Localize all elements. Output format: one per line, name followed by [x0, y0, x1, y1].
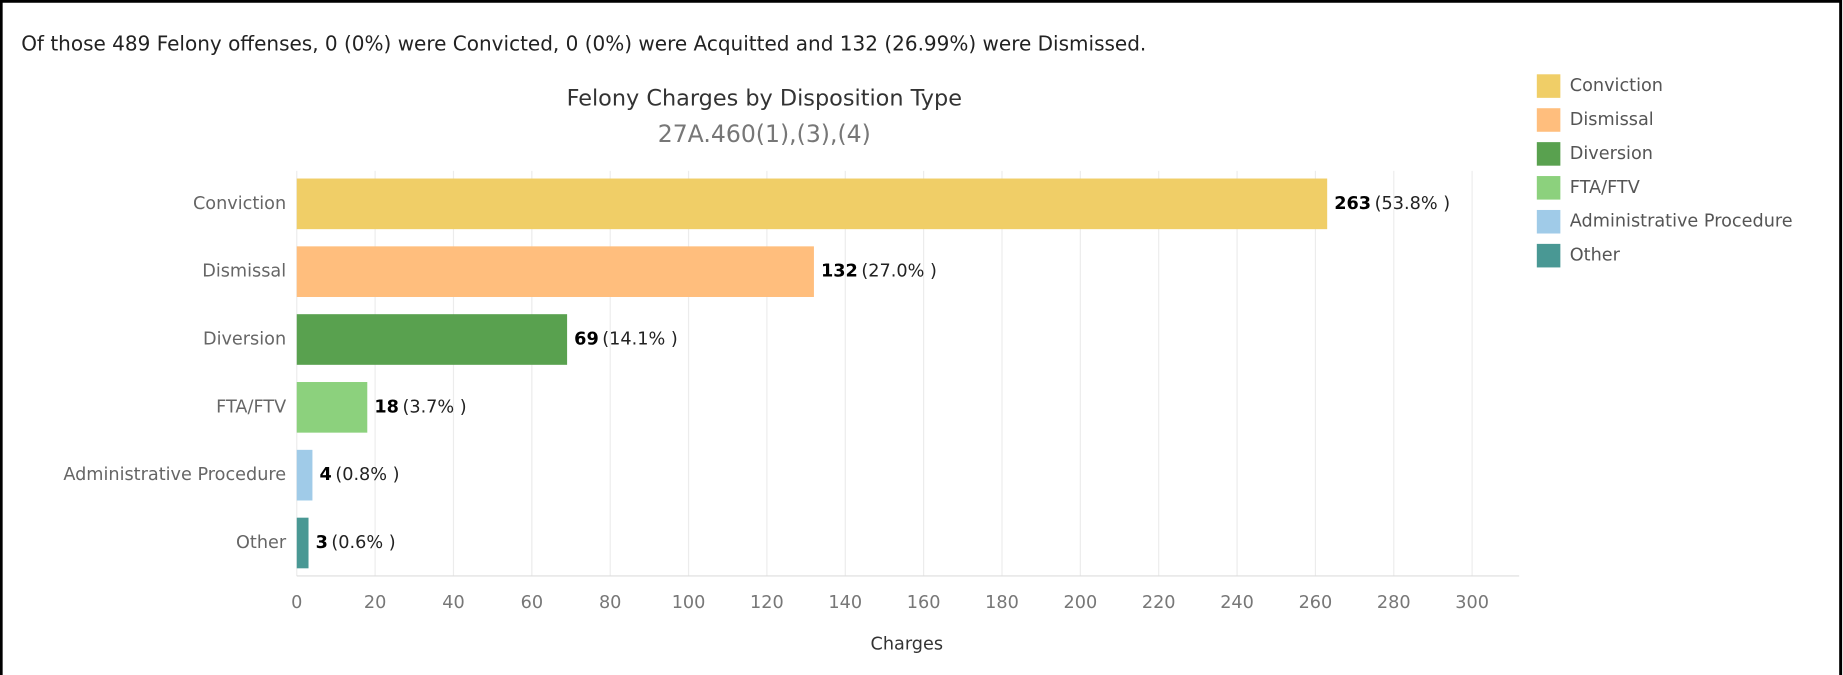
data-percent: (14.1% ) [602, 330, 677, 350]
y-tick-label: Dismissal [202, 262, 286, 282]
y-tick-label: Administrative Procedure [63, 465, 286, 485]
data-percent: (0.8% ) [335, 465, 399, 485]
legend-label: Other [1570, 246, 1621, 266]
data-label: 263 (53.8% ) [1334, 194, 1450, 214]
x-tick-label: 0 [291, 593, 302, 613]
x-tick-label: 20 [364, 593, 386, 613]
bar [296, 382, 368, 433]
bar [296, 246, 814, 297]
y-tick-label: FTA/FTV [216, 397, 286, 417]
legend-label: Dismissal [1570, 110, 1654, 130]
x-tick-label: 120 [750, 593, 784, 613]
x-tick-label: 100 [672, 593, 706, 613]
x-tick-label: 140 [828, 593, 862, 613]
x-tick-label: 80 [599, 593, 621, 613]
legend-swatch [1536, 142, 1561, 166]
y-tick-label: Conviction [193, 194, 286, 214]
legend-swatch [1536, 209, 1561, 234]
data-label: 3 (0.6% ) [316, 533, 396, 553]
y-tick-label: Diversion [203, 330, 286, 350]
legend-swatch [1536, 74, 1561, 98]
x-tick-label: 60 [521, 593, 543, 613]
bar [296, 517, 309, 569]
data-label: 132 (27.0% ) [821, 262, 937, 282]
data-label: 4 (0.8% ) [320, 465, 400, 485]
data-percent: (0.6% ) [331, 533, 395, 553]
x-tick-label: 240 [1220, 593, 1254, 613]
bar [296, 178, 1328, 230]
x-tick-label: 180 [985, 593, 1019, 613]
bar [296, 314, 568, 365]
data-label: 69 (14.1% ) [574, 330, 678, 350]
data-label: 18 (3.7% ) [374, 397, 466, 417]
data-value: 18 [374, 397, 399, 417]
data-percent: (53.8% ) [1375, 194, 1450, 214]
legend-label: Diversion [1570, 144, 1653, 164]
chart-title: Felony Charges by Disposition Type [567, 86, 962, 112]
chart-subtitle: 27A.460(1),(3),(4) [658, 120, 871, 148]
x-tick-label: 40 [442, 593, 464, 613]
bar [296, 449, 313, 501]
x-tick-label: 200 [1063, 593, 1097, 613]
legend-swatch [1536, 176, 1561, 200]
data-value: 69 [574, 330, 599, 350]
legend-label: Administrative Procedure [1570, 212, 1793, 232]
x-tick-label: 280 [1377, 593, 1411, 613]
header-text: Of those 489 Felony offenses, 0 (0%) wer… [21, 31, 1146, 55]
data-value: 132 [821, 262, 858, 282]
data-value: 3 [316, 533, 328, 553]
legend-swatch [1536, 108, 1561, 132]
data-value: 263 [1334, 194, 1371, 214]
legend-label: FTA/FTV [1570, 178, 1640, 198]
legend-label: Conviction [1570, 76, 1663, 96]
data-percent: (3.7% ) [402, 397, 466, 417]
x-tick-label: 160 [907, 593, 941, 613]
x-axis-title: Charges [870, 634, 943, 654]
data-value: 4 [320, 465, 332, 485]
legend-swatch [1536, 243, 1561, 268]
x-tick-label: 260 [1299, 593, 1333, 613]
x-tick-label: 300 [1455, 593, 1489, 613]
y-tick-label: Other [236, 533, 287, 553]
x-tick-label: 220 [1142, 593, 1176, 613]
data-percent: (27.0% ) [861, 262, 936, 282]
